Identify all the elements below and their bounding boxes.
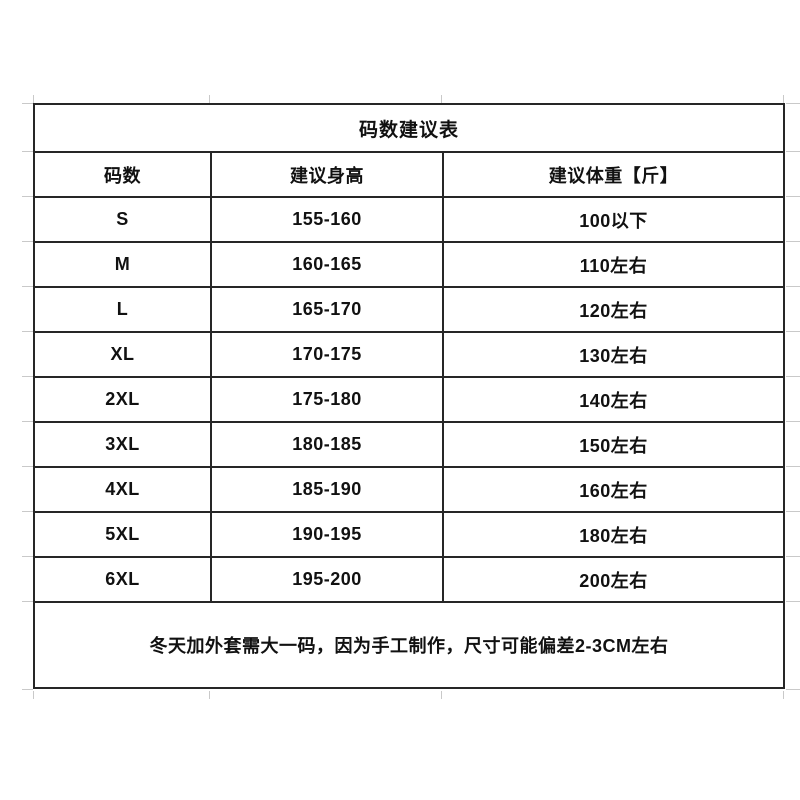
- size-cell: 5XL: [105, 524, 140, 544]
- gridline-stub: [22, 421, 33, 422]
- table-row: 2XL 175-180 140左右: [35, 376, 783, 421]
- size-cell: L: [116, 299, 129, 319]
- height-cell: 185-190: [210, 468, 442, 511]
- height-cell: 175-180: [210, 378, 442, 421]
- weight-cell: 200左右: [442, 558, 783, 601]
- table-title: 码数建议表: [358, 119, 459, 141]
- column-header-height: 建议身高: [210, 153, 442, 196]
- size-cell: 4XL: [105, 479, 140, 499]
- weight-cell: 160左右: [442, 468, 783, 511]
- table-row: 4XL 185-190 160左右: [35, 466, 783, 511]
- height-cell: 165-170: [210, 288, 442, 331]
- gridline-stub: [786, 241, 800, 242]
- weight-cell: 140左右: [442, 378, 783, 421]
- gridline-stub: [22, 151, 33, 152]
- table-title-row: 码数建议表: [35, 105, 783, 151]
- gridline-stub: [209, 691, 210, 699]
- gridline-stub: [22, 196, 33, 197]
- height-cell: 190-195: [210, 513, 442, 556]
- table-row: M 160-165 110左右: [35, 241, 783, 286]
- gridline-stub: [441, 95, 442, 103]
- height-cell: 160-165: [210, 243, 442, 286]
- table-row: S 155-160 100以下: [35, 196, 783, 241]
- size-cell: XL: [110, 344, 135, 364]
- gridline-stub: [22, 286, 33, 287]
- gridline-stub: [33, 691, 34, 699]
- gridline-stub: [22, 556, 33, 557]
- table-row: 5XL 190-195 180左右: [35, 511, 783, 556]
- table-header-row: 码数 建议身高 建议体重【斤】: [35, 151, 783, 196]
- gridline-stub: [786, 466, 800, 467]
- gridline-stub: [783, 691, 784, 699]
- gridline-stub: [33, 95, 34, 103]
- gridline-stub: [22, 331, 33, 332]
- gridline-stub: [786, 689, 800, 690]
- height-cell: 195-200: [210, 558, 442, 601]
- size-recommendation-table: 码数建议表 码数 建议身高 建议体重【斤】 S 155-160 100以下 M …: [33, 103, 785, 689]
- gridline-stub: [22, 689, 33, 690]
- table-row: 3XL 180-185 150左右: [35, 421, 783, 466]
- weight-cell: 150左右: [442, 423, 783, 466]
- column-header-weight: 建议体重【斤】: [442, 153, 783, 196]
- gridline-stub: [786, 286, 800, 287]
- table-row: XL 170-175 130左右: [35, 331, 783, 376]
- size-cell: 6XL: [105, 569, 140, 589]
- height-cell: 170-175: [210, 333, 442, 376]
- weight-cell: 100以下: [442, 198, 783, 241]
- gridline-stub: [209, 95, 210, 103]
- gridline-stub: [441, 691, 442, 699]
- size-cell: S: [116, 209, 129, 229]
- gridline-stub: [786, 196, 800, 197]
- column-header-size: 码数: [104, 165, 141, 186]
- gridline-stub: [22, 601, 33, 602]
- height-cell: 180-185: [210, 423, 442, 466]
- table-row: 6XL 195-200 200左右: [35, 556, 783, 601]
- gridline-stub: [786, 601, 800, 602]
- gridline-stub: [22, 376, 33, 377]
- table-body: S 155-160 100以下 M 160-165 110左右 L 165-17…: [35, 196, 783, 601]
- size-cell: 2XL: [105, 389, 140, 409]
- size-cell: M: [114, 254, 131, 274]
- weight-cell: 130左右: [442, 333, 783, 376]
- table-note: 冬天加外套需大一码，因为手工制作，尺寸可能偏差2-3CM左右: [149, 636, 669, 656]
- gridline-stub: [786, 331, 800, 332]
- size-cell: 3XL: [105, 434, 140, 454]
- gridline-stub: [786, 511, 800, 512]
- gridline-stub: [786, 421, 800, 422]
- gridline-stub: [22, 103, 33, 104]
- gridline-stub: [22, 511, 33, 512]
- gridline-stub: [22, 466, 33, 467]
- gridline-stub: [22, 241, 33, 242]
- weight-cell: 110左右: [442, 243, 783, 286]
- gridline-stub: [786, 556, 800, 557]
- gridline-stub: [786, 103, 800, 104]
- weight-cell: 120左右: [442, 288, 783, 331]
- table-note-row: 冬天加外套需大一码，因为手工制作，尺寸可能偏差2-3CM左右: [35, 601, 783, 687]
- gridline-stub: [783, 95, 784, 103]
- table-row: L 165-170 120左右: [35, 286, 783, 331]
- height-cell: 155-160: [210, 198, 442, 241]
- gridline-stub: [786, 376, 800, 377]
- gridline-stub: [786, 151, 800, 152]
- weight-cell: 180左右: [442, 513, 783, 556]
